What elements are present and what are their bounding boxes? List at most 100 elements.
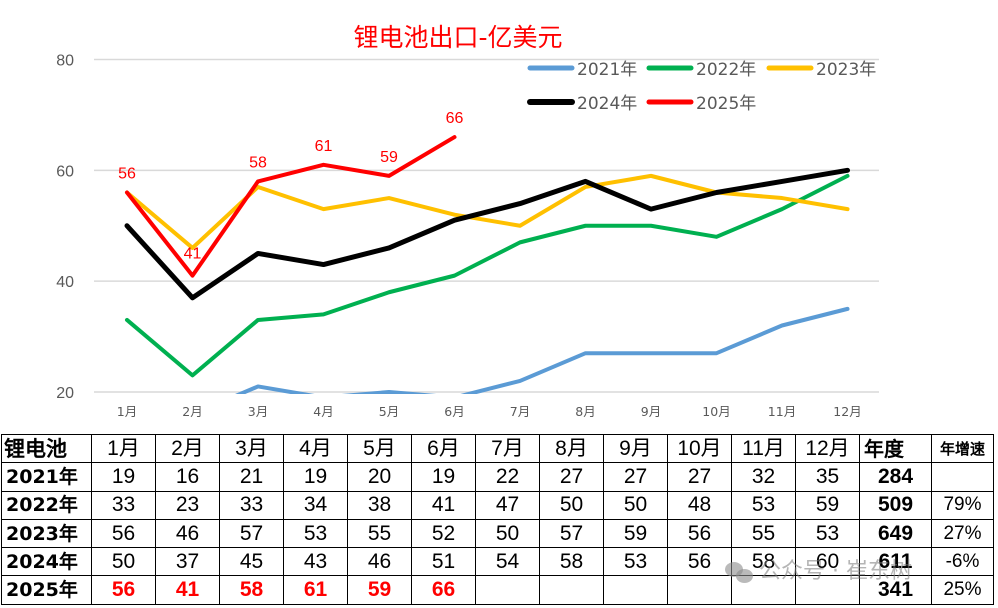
table-cell: 60 [795, 547, 860, 577]
total-cell: 509 [859, 490, 932, 520]
table-cell: 33 [91, 490, 156, 520]
row-label: 2024年 [1, 547, 92, 577]
table-cell: 27 [539, 462, 604, 492]
table-cell: 53 [283, 518, 348, 549]
x-tick-label: 3月 [248, 404, 268, 419]
legend-item: 2025年 [646, 94, 756, 114]
legend-item: 2023年 [766, 60, 876, 80]
growth-cell: 25% [931, 575, 994, 605]
series-lines [124, 135, 850, 394]
table-cell: 58 [731, 547, 796, 577]
series-line-2021年 [235, 306, 850, 394]
table-cell: 34 [283, 490, 348, 520]
table-cell [475, 575, 540, 605]
table-cell: 21 [219, 462, 284, 492]
table-cell: 19 [283, 462, 348, 492]
y-tick-label: 60 [56, 163, 74, 180]
table-cell: 52 [411, 518, 476, 549]
y-tick-label: 20 [56, 385, 74, 402]
table-cell: 19 [411, 462, 476, 492]
column-header: 4月 [283, 433, 348, 464]
table-cell: 50 [91, 547, 156, 577]
column-header: 5月 [347, 433, 412, 464]
table-cell: 43 [283, 547, 348, 577]
table-row: 2023年 56 46 57 53 55 52 50 57 59 56 55 53 649 27% [1, 518, 994, 549]
total-column-header: 年度 [859, 433, 932, 464]
gridlines [94, 58, 879, 393]
table-header-row: 锂电池 1月 2月 3月 4月 5月 6月 7月 8月 9月 10月 11月 12月 年度 年增速 [1, 433, 994, 464]
table-cell: 27 [603, 462, 668, 492]
table-cell: 50 [539, 490, 604, 520]
growth-cell: 27% [931, 518, 994, 549]
legend: 2021年 2022年 2023年 2024年 2025年 [527, 60, 876, 114]
data-label: 56 [118, 166, 136, 183]
column-header: 11月 [731, 433, 796, 464]
table-cell: 35 [795, 462, 860, 492]
table-cell: 41 [411, 490, 476, 520]
table-cell: 16 [155, 462, 220, 492]
legend-label: 2025年 [696, 94, 756, 114]
table-cell: 56 [667, 547, 732, 577]
x-tick-label: 1月 [117, 404, 137, 419]
data-table: 锂电池 1月 2月 3月 4月 5月 6月 7月 8月 9月 10月 11月 12月 年度 年增速 2021年… [1, 433, 994, 605]
table-cell: 56 [91, 518, 156, 549]
growth-cell: -6% [931, 547, 994, 577]
series-line-2022年 [125, 173, 850, 378]
y-tick-label: 80 [56, 53, 74, 70]
table-cell: 56 [667, 518, 732, 549]
total-cell: 611 [859, 547, 932, 577]
data-label: 59 [380, 149, 398, 166]
series-line-2025年 [125, 135, 457, 278]
x-tick-label: 12月 [833, 404, 861, 419]
table-cell: 57 [219, 518, 284, 549]
table-cell: 20 [347, 462, 412, 492]
column-header: 6月 [411, 433, 476, 464]
table-corner-label: 锂电池 [1, 433, 92, 464]
data-labels: 56 41 58 61 59 66 [118, 110, 463, 263]
table-cell: 54 [475, 547, 540, 577]
table-cell [603, 575, 668, 605]
legend-item: 2024年 [527, 94, 637, 114]
x-tick-label: 11月 [768, 404, 796, 419]
table-cell: 59 [795, 490, 860, 520]
column-header: 12月 [795, 433, 860, 464]
x-tick-label: 2月 [182, 404, 202, 419]
legend-label: 2022年 [696, 60, 756, 80]
table-cell [667, 575, 732, 605]
x-tick-label: 9月 [641, 404, 661, 419]
total-cell: 649 [859, 518, 932, 549]
table-cell: 55 [731, 518, 796, 549]
x-tick-label: 6月 [444, 404, 464, 419]
table-cell: 58 [539, 547, 604, 577]
x-tick-label: 5月 [379, 404, 399, 419]
y-tick-label: 40 [56, 274, 74, 291]
growth-column-header: 年增速 [931, 433, 994, 464]
table-cell: 53 [731, 490, 796, 520]
table-cell: 19 [91, 462, 156, 492]
legend-item: 2022年 [646, 60, 756, 80]
row-label: 2022年 [1, 490, 92, 520]
table-cell: 27 [667, 462, 732, 492]
table-row: 2022年 33 23 33 34 38 41 47 50 50 48 53 59 509 79% [1, 490, 994, 520]
table-cell: 22 [475, 462, 540, 492]
line-chart: 锂电池出口-亿美元 20 40 60 80 1月 2月 3月 4月 5月 6月 7月 8月 9月 10月… [56, 23, 879, 419]
table-cell: 66 [411, 575, 476, 605]
table-row: 2021年 19 16 21 19 20 19 22 27 27 27 32 35 284 [1, 462, 994, 492]
table-cell: 33 [219, 490, 284, 520]
data-label: 66 [446, 110, 464, 127]
table-cell: 23 [155, 490, 220, 520]
column-header: 1月 [91, 433, 156, 464]
row-label: 2021年 [1, 462, 92, 492]
table-cell: 32 [731, 462, 796, 492]
legend-label: 2024年 [577, 94, 637, 114]
table-cell: 53 [603, 547, 668, 577]
growth-cell: 79% [931, 490, 994, 520]
series-line-2024年 [124, 167, 850, 301]
row-label: 2023年 [1, 518, 92, 549]
column-header: 9月 [603, 433, 668, 464]
column-header: 2月 [155, 433, 220, 464]
data-label: 58 [249, 154, 267, 171]
x-tick-label: 8月 [575, 404, 595, 419]
table-cell: 46 [155, 518, 220, 549]
x-axis-ticks: 1月 2月 3月 4月 5月 6月 7月 8月 9月 10月 11月 12月 [117, 404, 862, 419]
